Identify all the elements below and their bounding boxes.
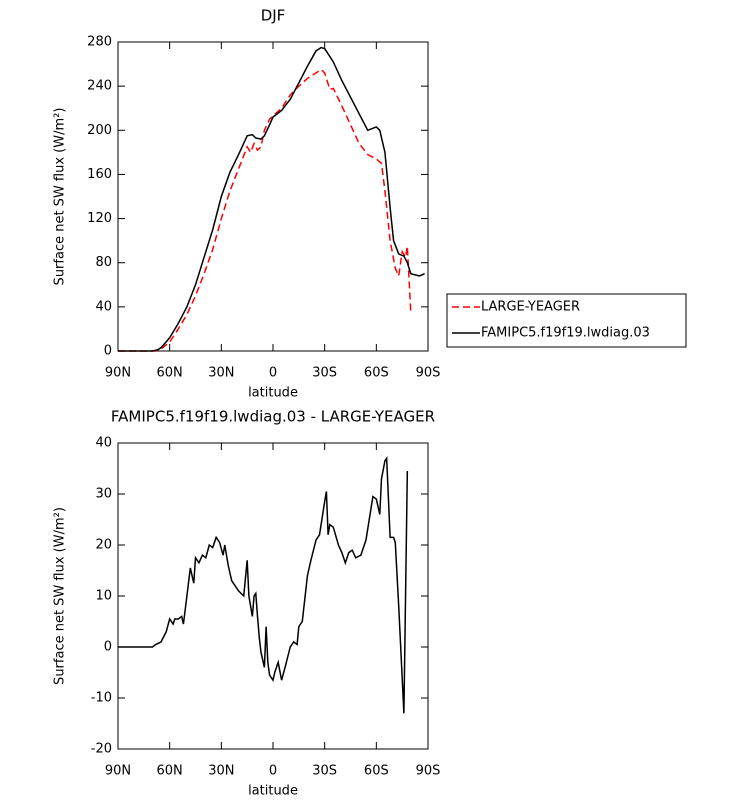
y-axis-label: Surface net SW flux (W/m²) — [53, 507, 68, 685]
plot-frame — [117, 41, 429, 352]
x-tick-label: 60N — [157, 764, 183, 779]
y-tick-label: -20 — [91, 742, 112, 757]
legend-box — [446, 293, 687, 348]
x-tick-label: 60S — [364, 366, 389, 381]
y-tick-label: 160 — [87, 167, 112, 182]
y-tick-label: 200 — [87, 123, 112, 138]
y-tick-label: 10 — [95, 589, 112, 604]
y-tick-label: 120 — [87, 211, 112, 226]
x-tick-label: 30N — [208, 366, 234, 381]
chart-title: FAMIPC5.f19f19.lwdiag.03 - LARGE-YEAGER — [111, 408, 435, 426]
y-tick-label: 240 — [87, 79, 112, 94]
x-axis-label: latitude — [248, 784, 298, 799]
y-tick-label: -10 — [91, 691, 112, 706]
x-tick-label: 30N — [208, 764, 234, 779]
x-axis-label: latitude — [248, 386, 298, 401]
data-line — [118, 68, 412, 352]
x-tick-label: 90S — [416, 764, 441, 779]
y-tick-label: 0 — [104, 344, 112, 359]
y-tick-label: 0 — [104, 640, 112, 655]
y-tick-label: 40 — [95, 299, 112, 314]
x-tick-label: 90N — [105, 366, 131, 381]
data-line — [118, 46, 425, 352]
y-tick-label: 80 — [95, 255, 112, 270]
y-axis-label: Surface net SW flux (W/m²) — [53, 108, 68, 286]
chart-title: DJF — [261, 7, 286, 25]
x-tick-label: 60S — [364, 764, 389, 779]
x-tick-label: 30S — [312, 764, 337, 779]
x-tick-label: 60N — [157, 366, 183, 381]
x-tick-label: 90N — [105, 764, 131, 779]
x-tick-label: 30S — [312, 366, 337, 381]
x-tick-label: 90S — [416, 366, 441, 381]
y-tick-label: 30 — [95, 487, 112, 502]
y-tick-label: 280 — [87, 35, 112, 50]
x-tick-label: 0 — [269, 764, 277, 779]
y-tick-label: 20 — [95, 538, 112, 553]
data-line — [118, 456, 409, 714]
legend-label: LARGE-YEAGER — [481, 300, 580, 315]
y-tick-label: 40 — [95, 436, 112, 451]
legend-label: FAMIPC5.f19f19.lwdiag.03 — [481, 326, 650, 341]
x-tick-label: 0 — [269, 366, 277, 381]
